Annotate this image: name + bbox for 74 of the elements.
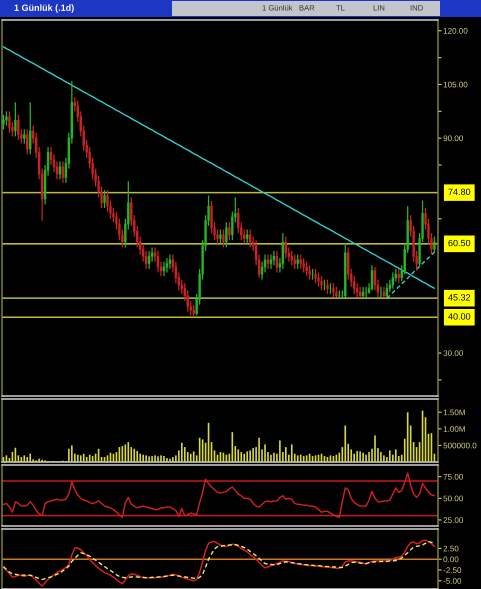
candlestick: [284, 236, 288, 259]
candlestick: [398, 268, 400, 284]
candlestick: [296, 254, 299, 270]
candlestick: [17, 114, 20, 141]
candlestick: [329, 282, 332, 295]
y-tick-label: 500000.0: [443, 442, 476, 448]
candlestick: [219, 228, 222, 244]
candlestick: [305, 261, 308, 277]
candlestick: [148, 250, 150, 270]
candlestick: [370, 264, 374, 291]
candlestick: [335, 286, 338, 298]
candlestick: [62, 160, 64, 184]
ref-line-label: 45.32: [448, 294, 470, 301]
candlestick: [272, 250, 276, 266]
candlestick: [282, 232, 284, 270]
y-tick-label: 120.00: [444, 28, 468, 34]
candlestick: [58, 160, 62, 180]
candlestick: [276, 250, 278, 274]
line-series: [2, 472, 436, 518]
candlestick: [166, 258, 168, 274]
candlestick: [392, 272, 394, 290]
candlestick: [168, 254, 172, 270]
candlestick: [228, 222, 231, 241]
candlestick: [2, 114, 5, 130]
candlestick: [317, 272, 320, 288]
candlestick: [26, 128, 28, 155]
ref-line-label: 40.00: [448, 313, 470, 320]
candlestick: [222, 228, 225, 248]
candlestick: [290, 250, 293, 266]
candlestick: [8, 110, 11, 134]
candlestick: [5, 110, 8, 126]
candlestick: [320, 275, 323, 291]
y-tick-label: 105.00: [444, 82, 468, 88]
candlestick: [192, 304, 195, 318]
y-tick-label: 30.00: [443, 350, 463, 356]
candlestick: [294, 254, 296, 270]
candlestick: [323, 278, 326, 291]
candlestick: [332, 282, 335, 298]
y-tick-label: 75.00: [444, 474, 463, 480]
candlestick: [433, 236, 436, 254]
y-tick-label: 90.00: [444, 135, 463, 142]
candlestick: [314, 268, 317, 284]
candlestick: [358, 286, 362, 298]
candlestick: [266, 254, 270, 270]
y-tick-label: -2.50: [443, 567, 462, 574]
y-tick-label: 0.00: [443, 556, 458, 562]
y-tick-label: 2.50: [444, 546, 458, 552]
chart-title: 1 Günlük (.1d): [14, 4, 74, 13]
candlestick: [248, 228, 252, 248]
candlestick: [103, 189, 106, 209]
candlestick: [386, 282, 388, 298]
candlestick: [299, 254, 302, 270]
candlestick: [362, 286, 364, 298]
candlestick: [382, 286, 386, 298]
line-series: [2, 540, 436, 580]
y-tick-label: 1.00M: [444, 426, 465, 432]
candlestick: [326, 278, 329, 295]
y-tick-label: -5.00: [443, 578, 462, 584]
candlestick: [308, 264, 311, 280]
candlestick: [29, 102, 32, 155]
candlestick: [302, 258, 305, 274]
candlestick: [270, 254, 272, 270]
candlestick: [162, 261, 166, 277]
candlestick: [156, 250, 160, 274]
y-tick-label: 25.00: [444, 517, 463, 523]
candlestick: [14, 102, 17, 138]
candlestick: [246, 228, 248, 244]
candlestick: [23, 128, 26, 144]
line-series: [2, 540, 436, 587]
y-tick-label: 50.00: [443, 496, 463, 502]
y-tick-label: 1.50M: [444, 410, 465, 416]
ref-line-label: 60.50: [448, 240, 470, 246]
candlestick: [225, 222, 228, 248]
ref-line-label: 74.80: [448, 188, 470, 196]
